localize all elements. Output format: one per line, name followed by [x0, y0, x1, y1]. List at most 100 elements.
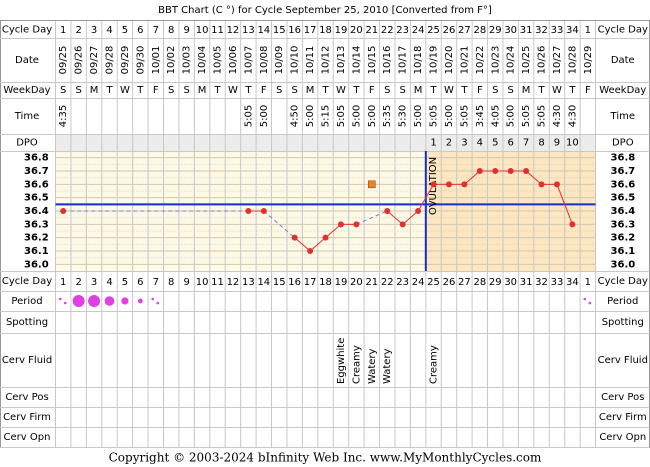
cycle-day: 7	[153, 277, 159, 288]
cycle-day: 28	[473, 25, 486, 36]
date: 10/09	[274, 46, 285, 75]
weekday: M	[414, 85, 423, 96]
cycle-day: 8	[168, 277, 174, 288]
date: 10/11	[305, 46, 316, 75]
cycle-day: 15	[273, 25, 286, 36]
weekday: T	[136, 85, 144, 96]
y-tick-label: 36.0	[24, 259, 49, 270]
date: 09/29	[120, 46, 131, 75]
weekday: M	[522, 85, 531, 96]
date: 09/27	[89, 46, 100, 75]
temp-line	[294, 237, 311, 252]
weekday: M	[198, 85, 207, 96]
row-label-right: WeekDay	[599, 85, 646, 96]
cycle-day: 2	[75, 277, 81, 288]
date: 10/26	[537, 46, 548, 75]
cycle-day: 3	[91, 277, 97, 288]
date: 10/03	[182, 46, 193, 75]
date: 10/05	[213, 46, 224, 75]
date: 10/21	[459, 46, 470, 75]
time: 5:05	[243, 105, 254, 127]
weekday: T	[321, 85, 329, 96]
weekday: T	[244, 85, 252, 96]
time: 4:30	[567, 105, 578, 127]
weekday: F	[369, 85, 375, 96]
date: 10/16	[382, 46, 393, 75]
y-tick-label-right: 36.1	[611, 246, 636, 257]
dpo: 8	[538, 138, 544, 149]
weekday: T	[213, 85, 221, 96]
temp-line	[417, 184, 434, 212]
cerv-fluid: Eggwhite	[336, 338, 347, 384]
time: 4:30	[552, 105, 563, 127]
date: 10/19	[429, 46, 440, 75]
temp-line	[386, 210, 404, 225]
weekday: F	[153, 85, 159, 96]
cycle-day: 6	[137, 25, 143, 36]
weekday: S	[168, 85, 174, 96]
temp-line	[556, 184, 573, 225]
cycle-day: 32	[535, 25, 548, 36]
cycle-day: 6	[137, 277, 143, 288]
cycle-day: 10	[196, 277, 209, 288]
time: 5:00	[413, 105, 424, 127]
cycle-day: 11	[211, 277, 224, 288]
row-label: Period	[11, 296, 42, 307]
date: 10/01	[151, 46, 162, 75]
cycle-day: 1	[585, 25, 591, 36]
y-tick-label: 36.3	[24, 219, 49, 230]
y-tick-label-right: 36.5	[611, 193, 636, 204]
y-tick-label: 36.1	[24, 246, 49, 257]
cycle-day: 19	[335, 25, 348, 36]
cycle-day: 22	[381, 277, 394, 288]
temp-point	[507, 168, 514, 174]
cycle-day: 18	[319, 277, 332, 288]
y-tick-label-right: 36.0	[611, 259, 636, 270]
cycle-day: 15	[273, 277, 286, 288]
dpo: 7	[523, 138, 529, 149]
period-spotting	[588, 301, 592, 305]
cycle-day: 11	[211, 25, 224, 36]
cycle-day: 30	[504, 25, 517, 36]
dpo: 2	[446, 138, 452, 149]
row-label-right: Cycle Day	[598, 25, 648, 36]
time: 5:00	[305, 105, 316, 127]
dpo-bg	[55, 134, 596, 151]
weekday: T	[105, 85, 113, 96]
date: 10/12	[321, 46, 332, 75]
temp-point	[430, 181, 437, 188]
cycle-day: 8	[168, 25, 174, 36]
cycle-day: 26	[443, 25, 456, 36]
date: 10/28	[567, 46, 578, 75]
period-spotting	[58, 297, 62, 301]
date: 10/15	[367, 46, 378, 75]
cycle-day: 16	[288, 25, 301, 36]
date: 10/27	[552, 46, 563, 75]
cycle-day: 12	[227, 25, 240, 36]
row-label: Cycle Day	[2, 25, 52, 36]
temp-point	[461, 181, 468, 188]
row-label: Cycle Day	[2, 276, 52, 287]
y-tick-label-right: 36.2	[611, 233, 636, 244]
time: 5:35	[382, 105, 393, 127]
date: 10/17	[398, 46, 409, 75]
cycle-day: 7	[153, 25, 159, 36]
chart-title: BBT Chart (C °) for Cycle September 25, …	[158, 5, 492, 16]
time: 5:05	[537, 105, 548, 127]
row-label-right: Date	[611, 55, 635, 66]
temp-point	[384, 208, 391, 214]
date: 10/10	[290, 46, 301, 75]
cycle-day: 29	[489, 277, 502, 288]
cycle-day: 23	[396, 25, 409, 36]
row-label-right: Cerv Fluid	[598, 355, 648, 366]
cycle-day: 27	[458, 277, 471, 288]
row-label: DPO	[16, 138, 38, 149]
period	[137, 298, 143, 304]
time: 5:05	[429, 105, 440, 127]
weekday: T	[460, 85, 468, 96]
cycle-day: 22	[381, 25, 394, 36]
row-label: Cerv Pos	[5, 392, 48, 403]
weekday: S	[508, 85, 514, 96]
discarded-point	[368, 180, 376, 189]
